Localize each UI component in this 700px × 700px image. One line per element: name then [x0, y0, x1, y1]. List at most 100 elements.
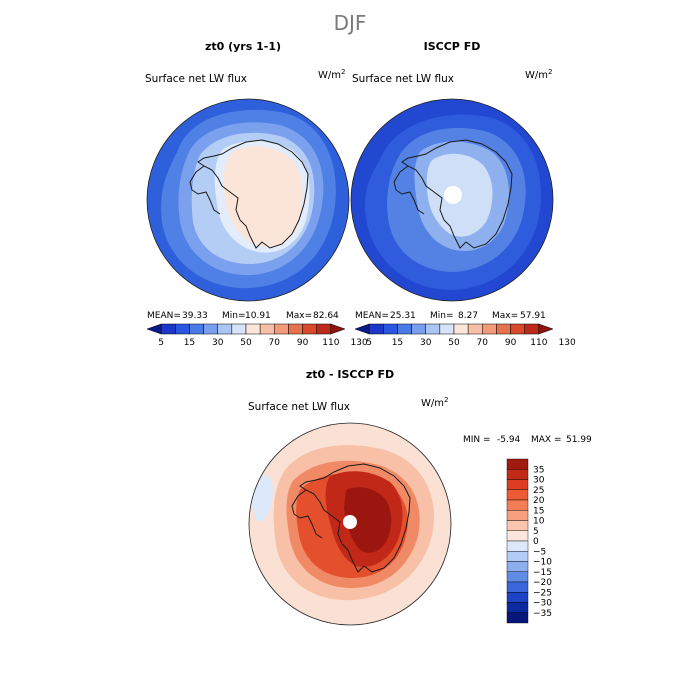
colorbar-tick-label: 30 — [420, 338, 432, 348]
colorbar-tick-label: −20 — [533, 578, 552, 588]
panel-diff-units: W/m2 — [421, 396, 448, 409]
colorbar-tick-label: 110 — [322, 338, 339, 348]
colorbar-tick-label: −5 — [533, 547, 546, 557]
colorbar-swatch — [203, 323, 218, 335]
colorbar-swatch — [330, 323, 346, 335]
panel-model: zt0 (yrs 1-1) Surface net LW flux W/m2 M… — [145, 40, 368, 348]
colorbar-tick-label: 30 — [533, 476, 545, 486]
colorbar-swatch — [506, 458, 529, 470]
map-coastline — [189, 165, 221, 215]
colorbar-tick-label: 90 — [297, 338, 309, 348]
colorbar-tick-label: 0 — [533, 537, 539, 547]
colorbar-model: 5 15 30 50 70 90 110 130 — [146, 323, 368, 348]
colorbar-swatch — [467, 323, 483, 335]
colorbar-swatch — [538, 323, 554, 335]
stat-max-label: MAX = — [531, 435, 562, 445]
map-missing-data — [444, 186, 462, 204]
panel-model-map — [147, 99, 349, 301]
map-shade-zone — [252, 475, 273, 522]
panel-diff-stats: MIN = -5.94 MAX = 51.99 — [463, 435, 592, 445]
colorbar-tick-label: 15 — [533, 506, 544, 516]
colorbar-tick-label: 70 — [269, 338, 281, 348]
stat-max-value: 51.99 — [566, 435, 592, 445]
colorbar-swatch — [354, 323, 370, 335]
colorbar-swatch — [411, 323, 426, 335]
panel-obs: ISCCP FD Surface net LW flux W/m2 MEAN= … — [350, 40, 576, 348]
colorbar-swatch — [524, 323, 540, 335]
colorbar-swatch — [274, 323, 289, 335]
colorbar-swatch — [506, 540, 529, 552]
panel-model-title: zt0 (yrs 1-1) — [205, 40, 281, 53]
colorbar-tick-label: 130 — [559, 338, 576, 348]
stat-mean-label: MEAN= — [355, 311, 389, 321]
map-shade-zone — [223, 146, 303, 247]
colorbar-swatch — [496, 323, 511, 335]
colorbar-tick-label: 35 — [533, 465, 544, 475]
colorbar-swatch — [316, 323, 332, 335]
panel-diff-title: zt0 - ISCCP FD — [306, 368, 394, 381]
stat-min-value: 8.27 — [458, 311, 478, 321]
colorbar-obs: 5 15 30 50 70 90 110 130 — [354, 323, 576, 348]
panel-diff-field-label: Surface net LW flux — [248, 401, 350, 413]
colorbar-swatch — [383, 323, 398, 335]
colorbar-tick-label: −25 — [533, 588, 552, 598]
colorbar-swatch — [397, 323, 412, 335]
colorbar-swatch — [506, 469, 529, 480]
colorbar-tick-label: 15 — [184, 338, 195, 348]
colorbar-swatch — [506, 571, 529, 583]
colorbar-swatch — [146, 323, 162, 335]
panel-diff: zt0 - ISCCP FD Surface net LW flux W/m2 … — [248, 368, 592, 626]
colorbar-swatch — [506, 479, 529, 490]
colorbar-swatch — [482, 323, 497, 335]
colorbar-tick-label: 30 — [212, 338, 224, 348]
colorbar-swatch — [506, 489, 529, 501]
colorbar-swatch — [453, 323, 469, 335]
colorbar-tick-label: 20 — [533, 496, 545, 506]
colorbar-tick-label: 25 — [533, 486, 544, 496]
stat-max-label: Max= — [492, 311, 518, 321]
panel-model-field-label: Surface net LW flux — [145, 73, 247, 85]
stat-max-value: 82.64 — [313, 311, 339, 321]
colorbar-tick-label: −30 — [533, 599, 552, 609]
colorbar-swatch — [259, 323, 275, 335]
stat-min-value: 10.91 — [245, 311, 271, 321]
colorbar-tick-label: −10 — [533, 558, 552, 568]
map-boundary — [146, 98, 350, 302]
stat-mean-value: 39.33 — [182, 311, 208, 321]
colorbar-tick-label: 5 — [366, 338, 372, 348]
stat-min-label: Min= — [222, 311, 246, 321]
map-boundary — [350, 98, 554, 302]
panel-obs-title: ISCCP FD — [424, 40, 481, 53]
colorbar-tick-label: 15 — [392, 338, 403, 348]
stat-max-value: 57.91 — [520, 311, 546, 321]
map-coastline — [299, 463, 411, 573]
colorbar-swatch — [189, 323, 204, 335]
panel-obs-units: W/m2 — [525, 68, 552, 81]
colorbar-swatch — [217, 323, 233, 335]
colorbar-swatch — [510, 323, 525, 335]
panel-obs-map — [351, 99, 553, 301]
colorbar-swatch — [506, 561, 529, 572]
colorbar-tick-label: 50 — [448, 338, 460, 348]
colorbar-swatch — [506, 592, 529, 603]
panel-diff-map — [249, 423, 451, 625]
map-coastline — [291, 489, 323, 539]
colorbar-swatch — [506, 499, 529, 511]
figure-title: DJF — [334, 11, 367, 35]
colorbar-swatch — [368, 323, 384, 335]
map-missing-data — [343, 515, 357, 529]
panel-model-stats: MEAN= 39.33 Min= 10.91 Max= 82.64 — [147, 311, 339, 321]
colorbar-swatch — [160, 323, 176, 335]
stat-mean-value: 25.31 — [390, 311, 416, 321]
colorbar-tick-label: 130 — [351, 338, 368, 348]
colorbar-swatch — [245, 323, 261, 335]
colorbar-tick-label: −15 — [533, 568, 552, 578]
colorbar-swatch — [506, 612, 529, 624]
colorbar-tick-label: 5 — [533, 527, 539, 537]
stat-min-label: MIN = — [463, 435, 491, 445]
stat-min-label: Min= — [430, 311, 454, 321]
colorbar-swatch — [506, 520, 529, 531]
stat-mean-label: MEAN= — [147, 311, 181, 321]
stat-max-label: Max= — [286, 311, 312, 321]
